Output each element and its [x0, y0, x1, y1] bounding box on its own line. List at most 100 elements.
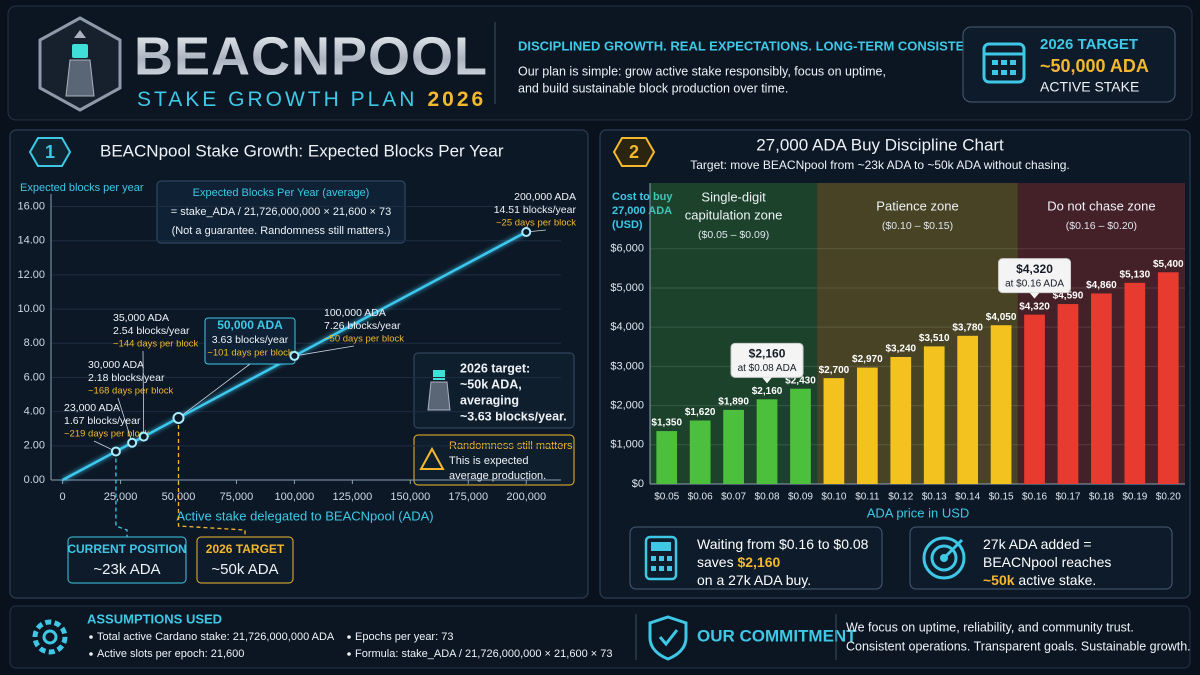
x-tick-label: $0.13	[922, 492, 947, 503]
y-tick-label: $0	[632, 478, 644, 490]
info-segment: saves	[697, 554, 737, 570]
data-point	[289, 350, 300, 361]
bullet	[347, 652, 351, 656]
description-line: and build sustainable block production o…	[518, 81, 788, 95]
annotation-text: 100,000 ADA	[324, 307, 386, 319]
value-label: $4,050	[986, 312, 1017, 323]
bar	[656, 431, 678, 484]
tagline: DISCIPLINED GROWTH. REAL EXPECTATIONS. L…	[518, 38, 994, 53]
calendar-frame	[982, 42, 1026, 84]
target-icon	[922, 536, 966, 580]
info-line: saves $2,160	[697, 554, 781, 570]
value-label: $2,970	[852, 354, 883, 365]
y-tick-label: 8.00	[24, 337, 45, 349]
annotation-text: 200,000 ADA	[514, 191, 576, 203]
annotation-text: ~25 days per block	[496, 218, 576, 229]
zone-range: ($0.10 – $0.15)	[882, 220, 953, 232]
calendar-cell	[1001, 60, 1007, 65]
icon-lamp	[433, 370, 445, 380]
formula-box	[156, 180, 406, 244]
y-tick-label: 6.00	[24, 371, 45, 383]
target-note-line: ~50k ADA,	[460, 377, 522, 391]
target-caption: ACTIVE STAKE	[1040, 79, 1139, 95]
logo-roof	[74, 30, 86, 38]
formula-note: (Not a guarantee. Randomness still matte…	[172, 225, 391, 237]
annotation-text: 30,000 ADA	[88, 359, 144, 371]
zone-name: Patience zone	[876, 198, 958, 213]
info-segment: active stake.	[1015, 572, 1097, 588]
y-tick-label: 16.00	[17, 200, 45, 212]
y-tick-label: $3,000	[610, 360, 644, 372]
x-tick-label: $0.15	[989, 492, 1014, 503]
x-tick-label: $0.12	[888, 492, 913, 503]
calc-frame	[644, 535, 678, 581]
assumption-item: Epochs per year: 73	[355, 631, 453, 643]
x-tick-label: $0.06	[688, 492, 713, 503]
target-arrow	[942, 538, 964, 560]
commitment-title: OUR COMMITMENT	[697, 626, 857, 645]
y-axis-label: (USD)	[612, 219, 643, 231]
x-tick-label: $0.20	[1156, 492, 1181, 503]
calc-key	[651, 566, 656, 571]
calc-key	[667, 566, 672, 571]
marker-connector	[177, 417, 246, 537]
calendar-icon	[982, 42, 1026, 84]
formula-title: Expected Blocks Per Year (average)	[193, 187, 370, 199]
zone-range: ($0.05 – $0.09)	[698, 229, 769, 241]
annotation-leader	[142, 350, 145, 437]
calc-key	[651, 556, 656, 561]
calc-key	[659, 556, 664, 561]
x-tick-label: 75,000	[220, 491, 254, 503]
value-label: $5,400	[1153, 259, 1184, 270]
data-point	[138, 431, 149, 442]
x-axis-label: ADA price in USD	[867, 505, 970, 520]
x-tick-label: $0.11	[855, 492, 880, 503]
x-tick-label: $0.05	[654, 492, 679, 503]
callout-pointer	[762, 377, 773, 384]
target-label: 2026 TARGET	[1040, 36, 1138, 53]
calendar-cell	[992, 60, 998, 65]
info-segment: $2,160	[737, 554, 780, 570]
assumptions-title: ASSUMPTIONS USED	[87, 611, 222, 626]
value-label: $4,590	[1053, 291, 1084, 302]
logo-tower	[65, 59, 95, 97]
logo-text: BEACNPOOL	[134, 26, 488, 86]
callout-value: $4,320	[1016, 262, 1053, 276]
bar	[1024, 314, 1045, 484]
y-tick-label: $2,000	[610, 399, 644, 411]
y-axis-label: 27,000 ADA	[612, 205, 672, 217]
calendar-cell	[992, 70, 998, 75]
y-tick-label: $4,000	[610, 321, 644, 333]
info-segment: BEACNpool reaches	[983, 554, 1111, 570]
icon-tower	[427, 381, 451, 411]
logo-icon	[38, 16, 122, 112]
marker-label: 2026 TARGET	[206, 542, 285, 556]
info-segment: Waiting from $0.16 to $0.08	[697, 536, 869, 552]
target-value: ~50,000 ADA	[1040, 56, 1149, 76]
formula-text: = stake_ADA / 21,726,000,000 × 21,600 × …	[171, 206, 391, 218]
calculator-icon	[644, 535, 678, 581]
assumption-item: Total active Cardano stake: 21,726,000,0…	[97, 631, 335, 643]
y-tick-label: 2.00	[24, 440, 45, 452]
callout-value: $2,160	[749, 346, 786, 360]
x-tick-label: 25,000	[104, 491, 138, 503]
calendar-cell	[1010, 70, 1016, 75]
bar	[723, 409, 744, 484]
x-tick-label: 100,000	[275, 491, 315, 503]
subtitle-text: STAKE GROWTH PLAN	[137, 88, 417, 111]
annotation-text: 3.63 blocks/year	[212, 334, 289, 346]
value-label: $4,320	[1019, 301, 1050, 312]
y-tick-label: 14.00	[17, 235, 45, 247]
target-note-line: 2026 target:	[460, 361, 530, 375]
data-point	[127, 437, 138, 448]
target-ring	[922, 536, 966, 580]
badge-number: 1	[45, 142, 55, 162]
value-label: $3,510	[919, 333, 950, 344]
annotation-text: ~219 days per block	[64, 429, 150, 440]
value-label: $4,860	[1086, 280, 1117, 291]
warning-line: This is expected	[449, 455, 528, 467]
badge	[612, 137, 656, 167]
